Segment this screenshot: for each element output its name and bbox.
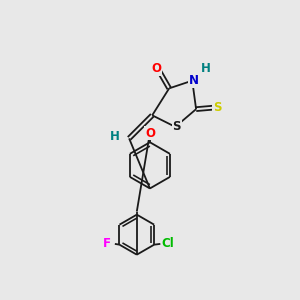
Text: Cl: Cl <box>162 237 174 250</box>
Text: O: O <box>145 127 155 140</box>
Text: S: S <box>213 101 221 114</box>
Text: H: H <box>110 130 120 142</box>
Text: H: H <box>201 62 211 75</box>
Text: F: F <box>103 237 111 250</box>
Text: N: N <box>189 74 199 87</box>
Text: S: S <box>172 120 181 134</box>
Text: O: O <box>151 62 161 75</box>
